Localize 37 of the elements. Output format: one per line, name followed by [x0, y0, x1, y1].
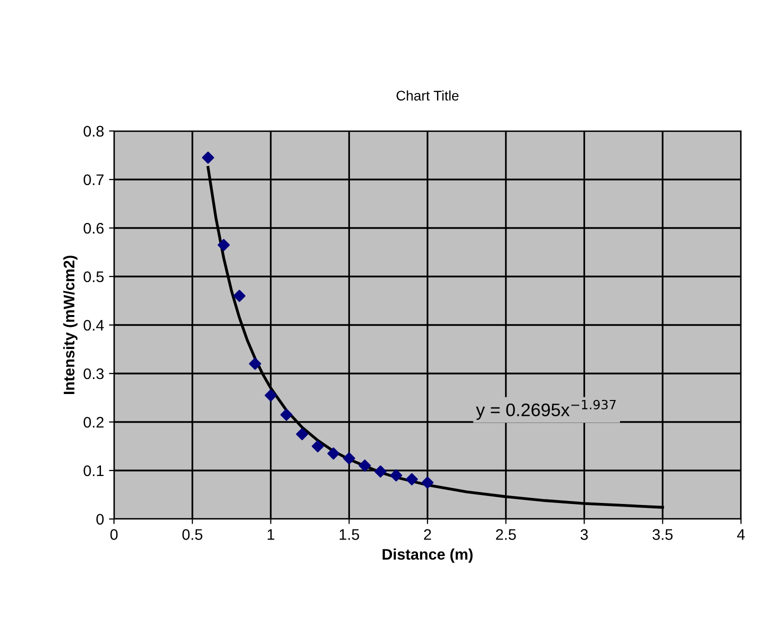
- y-tick-label: 0.6: [84, 222, 104, 234]
- x-tick-label: 3.5: [652, 529, 673, 540]
- point: [327, 447, 340, 460]
- y-tick-label: 0.4: [84, 320, 104, 331]
- x-tick-label: 4: [737, 529, 745, 540]
- point: [343, 452, 356, 464]
- x-tick-label: 1: [268, 529, 274, 540]
- point: [312, 440, 324, 452]
- point: [233, 290, 246, 302]
- y-tick-label: 0.7: [84, 174, 104, 186]
- x-tick-label: 0: [110, 529, 118, 540]
- y-tick-label: 0: [96, 514, 104, 525]
- point: [374, 465, 387, 478]
- y-tick-label: 0.8: [84, 126, 104, 137]
- y-tick-label: 0.1: [84, 465, 104, 476]
- y-tick-label: 0.2: [84, 416, 104, 428]
- x-tick-label: 2: [424, 529, 431, 540]
- y-tick-label: 0.5: [84, 271, 104, 282]
- point: [390, 469, 402, 482]
- point: [202, 152, 214, 164]
- x-tick-label: 3: [580, 529, 588, 540]
- chart-title: Chart Title: [396, 90, 459, 101]
- y-axis-title: Intensity (mW/cm2): [63, 256, 78, 394]
- x-tick-label: 2.5: [496, 529, 516, 540]
- point: [296, 428, 308, 440]
- annotation: y = 0.2695x$^{−1.937}$: [476, 400, 616, 420]
- y-tick-label: 0.3: [84, 368, 104, 380]
- point: [249, 358, 262, 370]
- point: [358, 460, 371, 472]
- point: [406, 473, 418, 486]
- point: [264, 389, 277, 402]
- point: [280, 408, 292, 421]
- x-tick-label: 0.5: [182, 529, 202, 540]
- point: [218, 238, 230, 252]
- x-tick-label: 1.5: [340, 529, 360, 540]
- x-axis-title: Distance (m): [382, 548, 473, 563]
- point: [421, 476, 434, 489]
